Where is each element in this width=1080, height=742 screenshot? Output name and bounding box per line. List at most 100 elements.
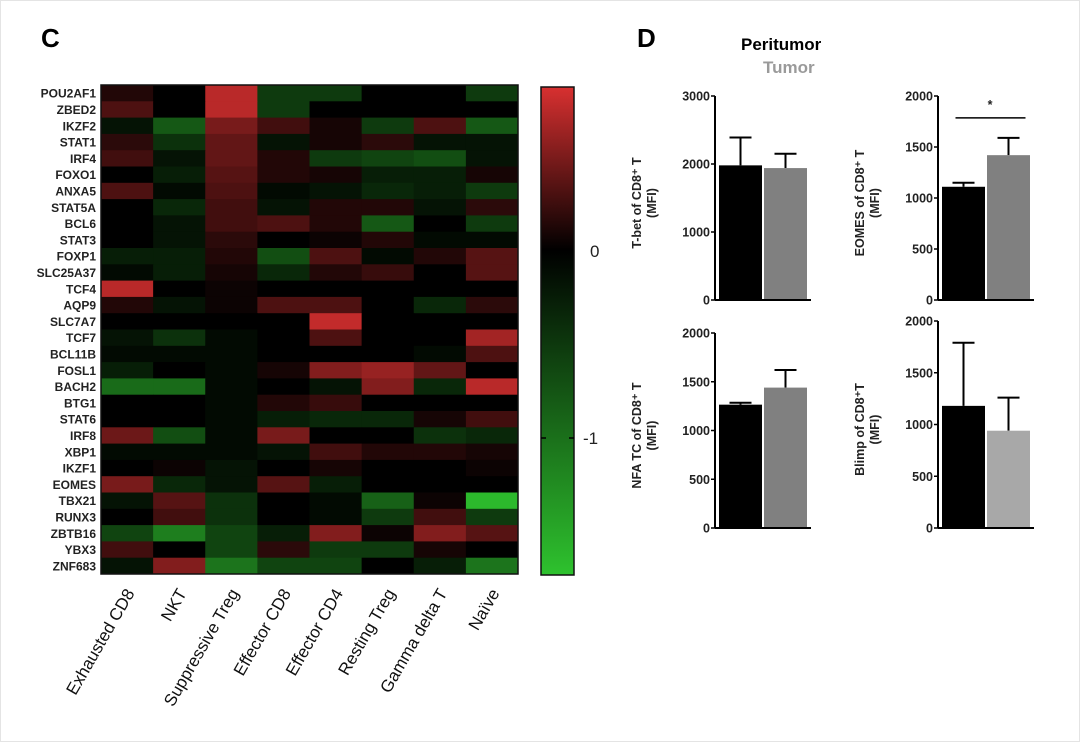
heatmap-cell — [361, 101, 415, 119]
heatmap-cell — [361, 378, 415, 396]
heatmap-cell — [465, 296, 519, 314]
row-label: ZBED2 — [57, 103, 97, 117]
heatmap-cell — [205, 525, 258, 542]
row-label: SLC25A37 — [37, 266, 97, 280]
heatmap-cell — [413, 296, 467, 314]
heatmap-cell — [413, 378, 467, 396]
heatmap-cell — [465, 182, 519, 200]
heatmap-cell — [413, 459, 467, 477]
heatmap-cell — [413, 264, 467, 282]
heatmap-cell — [257, 117, 311, 135]
heatmap-cell — [309, 264, 363, 282]
heatmap-cell — [257, 459, 311, 477]
column-label: NKT — [157, 586, 190, 625]
y-tick-label: 3000 — [682, 90, 710, 104]
heatmap-cell — [465, 541, 519, 559]
heatmap-cell — [309, 427, 363, 445]
bar-tumor — [987, 430, 1030, 528]
heatmap-cell — [309, 394, 363, 412]
heatmap-cell — [309, 231, 363, 249]
heatmap-cell — [309, 362, 363, 379]
heatmap-cell — [413, 443, 467, 461]
heatmap-cell — [205, 231, 258, 249]
heatmap-cell — [361, 296, 415, 314]
heatmap-cell — [101, 117, 154, 135]
heatmap-cell — [101, 378, 154, 396]
y-axis-label: NFA TC of CD8⁺ T — [630, 382, 644, 488]
heatmap-cell — [205, 345, 258, 363]
heatmap-cell — [153, 345, 206, 363]
heatmap-cell — [413, 101, 467, 119]
y-tick-label: 1000 — [905, 418, 933, 432]
heatmap-cell — [257, 280, 311, 298]
heatmap-cell — [101, 411, 154, 428]
heatmap-cell — [309, 133, 363, 151]
y-tick-label: 1000 — [905, 192, 933, 206]
heatmap-cell — [309, 313, 363, 330]
heatmap-cell — [153, 85, 206, 102]
heatmap-cell — [205, 296, 258, 314]
heatmap-cell — [465, 313, 519, 330]
row-label: BTG1 — [64, 396, 96, 410]
heatmap-cell — [257, 378, 311, 396]
heatmap-cell — [465, 329, 519, 347]
heatmap-cell — [361, 362, 415, 379]
bar-peritumor — [942, 186, 985, 300]
legend-peritumor: Peritumor — [741, 35, 822, 54]
heatmap-cell — [309, 411, 363, 428]
heatmap-cell — [101, 508, 154, 526]
heatmap-cell — [361, 427, 415, 445]
heatmap-cell — [257, 427, 311, 445]
heatmap-cell — [153, 264, 206, 282]
y-tick-label: 2000 — [682, 327, 710, 341]
heatmap-cell — [153, 557, 206, 575]
heatmap-cell — [309, 345, 363, 363]
heatmap-cell — [413, 329, 467, 347]
heatmap-cell — [153, 476, 206, 493]
heatmap-cell — [413, 541, 467, 559]
heatmap-cell — [205, 85, 258, 102]
heatmap-cell — [309, 443, 363, 461]
heatmap-cell — [101, 248, 154, 265]
heatmap-cell — [153, 182, 206, 200]
heatmap-cell — [361, 492, 415, 510]
heatmap-cell — [361, 231, 415, 249]
heatmap-cell — [153, 443, 206, 461]
bar-peritumor — [942, 405, 985, 528]
heatmap-cell — [465, 101, 519, 119]
heatmap-cell — [413, 85, 467, 102]
row-label: IKZF2 — [63, 119, 97, 133]
heatmap-cell — [465, 133, 519, 151]
heatmap-cell — [413, 345, 467, 363]
heatmap-cell — [205, 280, 258, 298]
heatmap-cell — [257, 476, 311, 493]
heatmap-cell — [101, 427, 154, 445]
heatmap-cell — [257, 394, 311, 412]
heatmap-border — [100, 84, 519, 575]
row-label: AQP9 — [63, 299, 96, 313]
heatmap-cell — [257, 182, 311, 200]
heatmap-cell — [153, 362, 206, 379]
heatmap-cell — [205, 476, 258, 493]
row-label: POU2AF1 — [41, 87, 97, 101]
heatmap-cell — [413, 394, 467, 412]
heatmap-cell — [465, 362, 519, 379]
y-tick-label: 500 — [912, 470, 933, 484]
heatmap-cell — [101, 541, 154, 559]
heatmap-cell — [309, 199, 363, 216]
heatmap-cell — [101, 492, 154, 510]
heatmap-cell — [101, 313, 154, 330]
heatmap-cell — [101, 215, 154, 233]
heatmap-cell — [309, 248, 363, 265]
heatmap-cell — [153, 296, 206, 314]
colorbar-label-zero: 0 — [590, 242, 599, 261]
heatmap-cell — [309, 166, 363, 184]
heatmap-cell — [413, 231, 467, 249]
heatmap-cell — [309, 378, 363, 396]
heatmap-cell — [101, 264, 154, 282]
y-tick-label: 500 — [689, 473, 710, 487]
heatmap-cell — [309, 280, 363, 298]
y-axis-unit: (MFI) — [868, 188, 882, 218]
heatmap-cell — [153, 313, 206, 330]
heatmap-cell — [361, 459, 415, 477]
